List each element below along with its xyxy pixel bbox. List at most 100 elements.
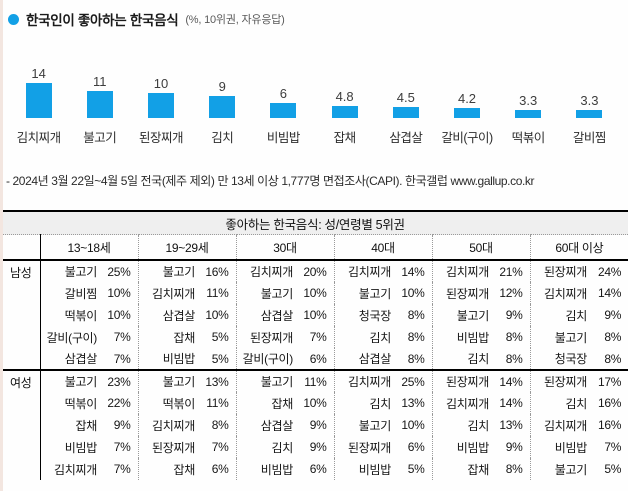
- bar-category-label: 잡채: [333, 131, 357, 145]
- food-percent-cell: 24%: [598, 264, 622, 279]
- page-subtitle: (%, 10위권, 자유응답): [185, 14, 285, 26]
- food-name-cell: 된장찌개: [431, 369, 494, 392]
- food-name-cell: 된장찌개: [431, 282, 494, 304]
- food-percent-cell: 16%: [598, 418, 622, 432]
- food-percent-cell: 12%: [499, 286, 523, 300]
- food-name-cell: 김치: [529, 304, 592, 326]
- food-percent-cell: 8%: [211, 418, 229, 432]
- food-percent-cell: 10%: [107, 286, 131, 300]
- food-name-cell: 불고기: [235, 369, 298, 392]
- bar-category-label: 김치: [211, 131, 234, 145]
- rank-table-body: 남성 불고기 25% 불고기 16% 김치찌개 20% 김치찌개 14% 김치찌개 21% 된장찌개 2…: [2, 260, 628, 480]
- food-percent-cell: 17%: [592, 369, 628, 392]
- bar-value-label: 10: [153, 76, 169, 91]
- food-percent-cell: 8%: [407, 308, 425, 322]
- food-name-cell: 김치: [333, 392, 396, 414]
- table-row: 떡볶이 10% 삼겹살 10% 삼겹살 10% 청국장 8% 불고기 9% 김치 9%: [2, 304, 628, 326]
- food-name-cell: 삼겹살: [137, 304, 200, 326]
- age-header: 19~29세: [137, 234, 236, 261]
- food-name-cell: 비빔밥: [431, 436, 494, 458]
- food-name-cell: 불고기: [137, 369, 200, 392]
- food-name-cell: 비빔밥: [39, 436, 102, 458]
- food-percent-cell: 23%: [102, 369, 138, 392]
- food-name-cell: 청국장: [529, 348, 592, 370]
- food-name-cell: 불고기: [235, 282, 298, 304]
- table-row: 갈비찜 10% 김치찌개 11% 불고기 10% 불고기 10% 된장찌개 12% 김치찌개 14%: [2, 282, 628, 304]
- age-header: 13~18세: [39, 234, 138, 261]
- bar-column: 4.8 잡채: [314, 61, 375, 146]
- food-percent-cell: 5%: [407, 462, 425, 476]
- bar-value-label: 4.5: [396, 89, 415, 105]
- food-percent-cell: 7%: [113, 440, 131, 454]
- food-percent-cell: 9%: [309, 440, 327, 454]
- food-name-cell: 된장찌개: [529, 369, 592, 392]
- rank-table: 좋아하는 한국음식: 성/연령별 5위권 13~18세 19~29세 30대 40대 5…: [2, 210, 628, 480]
- table-row: 비빔밥 7% 된장찌개 7% 김치 9% 된장찌개 6% 비빔밥 9% 비빔밥 7%: [2, 436, 628, 458]
- food-name-cell: 김치: [333, 326, 396, 348]
- food-name-cell: 김치: [529, 392, 592, 414]
- food-percent-cell: 25%: [396, 369, 432, 392]
- food-name-cell: 김치찌개: [39, 458, 102, 480]
- food-percent-cell: 11%: [298, 369, 334, 392]
- food-name-cell: 김치찌개: [431, 260, 494, 282]
- food-percent-cell: 8%: [505, 330, 523, 344]
- bar-category-label: 떡볶이: [511, 131, 546, 145]
- food-name-cell: 비빔밥: [235, 458, 298, 480]
- food-name-cell: 청국장: [333, 304, 396, 326]
- bar-value-label: 6: [279, 86, 288, 101]
- table-row: 남성 불고기 25% 불고기 16% 김치찌개 20% 김치찌개 14% 김치찌개 21% 된장찌개 2…: [2, 260, 628, 370]
- food-percent-cell: 14%: [494, 369, 530, 392]
- gender-label: 남성: [2, 260, 41, 370]
- bar-column: 11 불고기: [69, 61, 130, 146]
- food-name-cell: 잡채: [39, 414, 102, 436]
- food-name-cell: 비빔밥: [333, 458, 396, 480]
- food-percent-cell: 9%: [505, 440, 523, 454]
- food-percent-cell: 13%: [401, 396, 425, 410]
- food-percent-cell: 7%: [113, 351, 131, 366]
- bar-column: 6 비빔밥: [253, 61, 314, 146]
- food-percent-cell: 7%: [309, 330, 327, 344]
- bar-category-label: 비빔밥: [266, 131, 301, 145]
- food-name-cell: 김치찌개: [235, 260, 298, 282]
- food-percent-cell: 10%: [107, 308, 131, 322]
- bar-category-label: 갈비(구이): [441, 131, 493, 145]
- food-percent-cell: 9%: [604, 308, 622, 322]
- food-percent-cell: 5%: [211, 330, 229, 344]
- food-percent-cell: 10%: [303, 286, 327, 300]
- bar-column: 4.2 갈비(구이): [436, 61, 497, 146]
- table-row: 잡채 9% 김치찌개 8% 삼겹살 9% 불고기 10% 김치 13% 김치찌개 16%: [2, 414, 628, 436]
- bullet-icon: [8, 13, 19, 25]
- food-name-cell: 불고기: [137, 260, 200, 282]
- food-percent-cell: 20%: [303, 264, 327, 279]
- table-row: 김치찌개 7% 잡채 6% 비빔밥 6% 비빔밥 5% 잡채 8% 불고기 5%: [2, 458, 628, 480]
- bar-category-label: 갈비찜: [572, 131, 607, 145]
- table-title: 좋아하는 한국음식: 성/연령별 5위권: [2, 210, 628, 235]
- food-name-cell: 갈비찜: [39, 282, 102, 304]
- page-edge-artifact: [0, 0, 3, 491]
- bar-column: 3.3 갈비찜: [559, 61, 620, 146]
- food-name-cell: 갈비(구이): [39, 326, 102, 348]
- food-percent-cell: 8%: [407, 351, 425, 366]
- food-percent-cell: 7%: [211, 440, 229, 454]
- food-name-cell: 된장찌개: [137, 436, 200, 458]
- food-percent-cell: 9%: [505, 308, 523, 322]
- food-name-cell: 삼겹살: [235, 414, 298, 436]
- food-percent-cell: 14%: [598, 286, 622, 300]
- food-percent-cell: 5%: [211, 351, 229, 366]
- table-row: 떡볶이 22% 떡볶이 11% 잡채 10% 김치 13% 김치찌개 14% 김치 16%: [2, 392, 628, 414]
- food-name-cell: 떡볶이: [137, 392, 200, 414]
- food-percent-cell: 7%: [604, 440, 622, 454]
- bar: [331, 106, 358, 118]
- table-row: 삼겹살 7% 비빔밥 5% 갈비(구이) 6% 삼겹살 8% 김치 8% 청국장 8%: [2, 348, 628, 370]
- food-percent-cell: 7%: [113, 330, 131, 344]
- food-percent-cell: 25%: [107, 264, 131, 279]
- food-name-cell: 김치찌개: [431, 392, 494, 414]
- age-header: 50대: [431, 234, 530, 261]
- bar-value-label: 3.3: [519, 92, 538, 108]
- food-name-cell: 잡채: [431, 458, 494, 480]
- food-name-cell: 잡채: [235, 392, 298, 414]
- bar-value-label: 4.2: [457, 90, 477, 106]
- food-name-cell: 떡볶이: [39, 304, 102, 326]
- food-name-cell: 불고기: [529, 458, 592, 480]
- bar-category-label: 된장찌개: [139, 131, 184, 145]
